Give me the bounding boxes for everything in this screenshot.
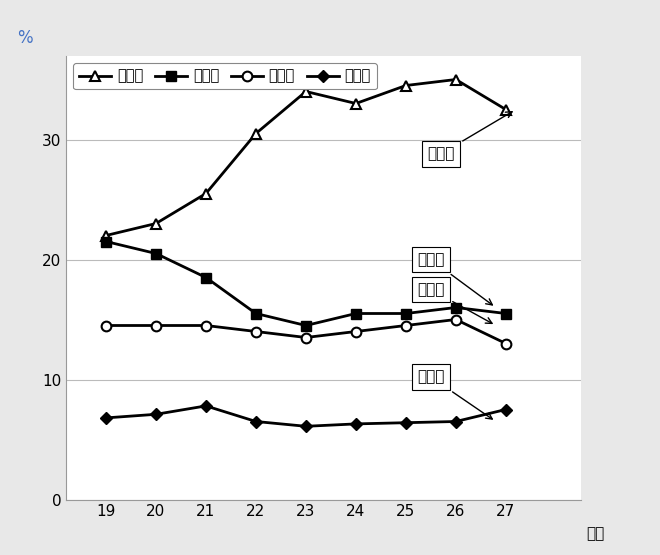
Text: %: % — [17, 29, 32, 47]
Text: 土木費: 土木費 — [417, 252, 492, 305]
Text: 公債費: 公債費 — [417, 282, 492, 324]
Legend: 民生費, 土木費, 公債費, 教育費: 民生費, 土木費, 公債費, 教育費 — [73, 63, 377, 89]
Text: 教育費: 教育費 — [417, 370, 492, 419]
Text: 民生費: 民生費 — [427, 112, 512, 162]
Text: 年度: 年度 — [586, 526, 604, 541]
